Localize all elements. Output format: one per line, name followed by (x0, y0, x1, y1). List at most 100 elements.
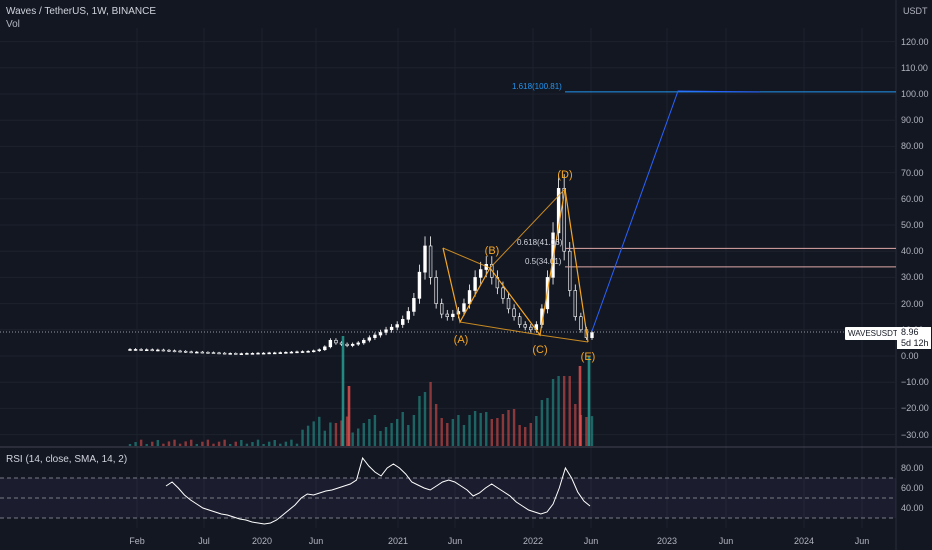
candle-body (556, 188, 561, 234)
candle-body (562, 188, 566, 252)
candle-body (323, 346, 327, 351)
price-tick-label: −30.00 (901, 429, 929, 440)
candle-body (328, 339, 333, 348)
volume-bar (195, 444, 198, 446)
candle-body (239, 353, 244, 355)
candle-body (440, 303, 444, 315)
volume-bar (128, 444, 132, 446)
volume-bar (290, 439, 293, 446)
volume-bar (262, 444, 265, 446)
candle-body (412, 298, 416, 312)
volume-bar (501, 414, 505, 446)
volume-bar (273, 440, 276, 446)
volume-bar (390, 423, 393, 446)
candle-body (373, 334, 377, 338)
volume-bar (301, 429, 304, 446)
candle-body (217, 352, 221, 355)
volume-bar (585, 417, 588, 446)
candle-body (551, 232, 555, 278)
projection-line (591, 90, 761, 332)
volume-label[interactable]: Vol (6, 19, 20, 30)
candle-body (200, 351, 205, 354)
price-tick-label: 70.00 (901, 167, 924, 178)
candle-body (295, 351, 299, 354)
volume-bar (574, 404, 577, 446)
volume-bar (418, 396, 421, 446)
candle-body (512, 308, 516, 317)
volume-bar (540, 400, 544, 446)
rsi-tick-label: 60.00 (901, 483, 924, 493)
candle-body (423, 245, 427, 273)
volume-bar (490, 419, 494, 446)
volume-bar (373, 415, 377, 446)
volume-bar (587, 356, 591, 446)
candle-body (289, 351, 294, 354)
volume-bar (139, 439, 143, 446)
price-tick-label: 90.00 (901, 115, 924, 126)
price-tick-label: 50.00 (901, 220, 924, 230)
candle-body (467, 290, 472, 304)
volume-bar (318, 416, 321, 446)
candle-body (350, 343, 355, 346)
fib-level-label: 0.618(41.06) (517, 238, 563, 248)
volume-bar (357, 428, 360, 446)
volume-bar (479, 413, 482, 446)
rsi-label[interactable]: RSI (14, close, SMA, 14, 2) (6, 454, 128, 465)
volume-bar (401, 412, 404, 446)
candle-body (517, 316, 522, 325)
candle-body (434, 277, 438, 304)
candle-body (395, 324, 399, 328)
time-tick-label: Jun (308, 536, 324, 546)
candle-body (579, 316, 583, 331)
candle-body (206, 352, 210, 354)
volume-bar (295, 443, 299, 446)
candle-body (568, 250, 572, 291)
volume-bar (267, 441, 271, 446)
volume-bar (156, 440, 160, 446)
volume-bar (323, 430, 327, 446)
volume-bar (512, 409, 516, 446)
volume-bar (306, 425, 310, 446)
volume-bar (167, 441, 171, 446)
volume-bar (173, 439, 176, 446)
volume-bar (578, 366, 582, 446)
price-tick-label: 100.00 (901, 89, 929, 99)
candle-body (261, 352, 266, 355)
volume-bar (496, 418, 499, 446)
price-tick-label: 20.00 (901, 298, 924, 309)
volume-bar (217, 441, 221, 446)
symbol-tag: WAVESUSDT (845, 327, 901, 340)
time-tick-label: Jun (854, 536, 870, 546)
last-price-value: 8.96 (901, 327, 919, 337)
volume-bar (384, 427, 388, 446)
candle-body (334, 339, 338, 344)
volume-bar (362, 423, 365, 446)
volume-bar (468, 415, 471, 446)
candle-body (189, 351, 193, 354)
candle-body (284, 352, 288, 354)
volume-bar (368, 419, 371, 446)
candle-body (462, 303, 466, 312)
volume-bar (568, 376, 571, 446)
volume-bar (240, 440, 243, 446)
candle-body (300, 351, 305, 353)
volume-bar (590, 416, 594, 446)
candle-body (139, 349, 143, 351)
last-price-tag: 8.96 5d 12h (897, 327, 931, 349)
candle-body (211, 352, 216, 354)
volume-bar (429, 382, 432, 446)
candle-body (384, 329, 388, 333)
volume-bar (546, 398, 549, 446)
wave-label: (A) (453, 334, 469, 346)
volume-bar (228, 444, 232, 446)
volume-bar (201, 441, 204, 446)
candle-body (234, 353, 238, 355)
volume-bar (340, 420, 343, 446)
chart-title[interactable]: Waves / TetherUS, 1W, BINANCE (6, 6, 157, 17)
candle-body (306, 350, 310, 353)
volume-bar (284, 441, 288, 446)
wave-upper-line (442, 188, 566, 269)
